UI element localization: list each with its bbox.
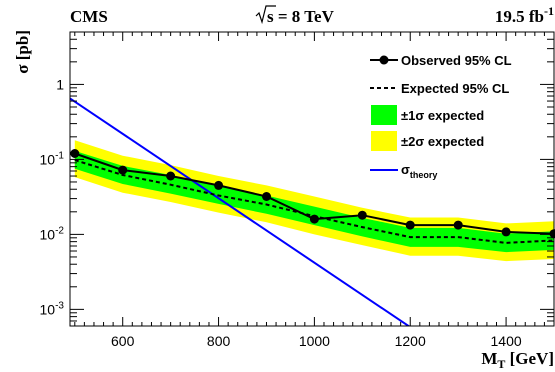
y-axis-label: σ [pb] bbox=[13, 30, 32, 74]
observed-point bbox=[501, 227, 511, 237]
x-tick-label: 1400 bbox=[491, 333, 522, 349]
observed-point bbox=[453, 220, 463, 230]
x-tick-label: 600 bbox=[111, 333, 135, 349]
observed-point bbox=[309, 214, 319, 224]
sqrt-symbol bbox=[255, 5, 276, 25]
legend: Observed 95% CL Expected 95% CL ±1σ expe… bbox=[370, 53, 512, 180]
y-tick-label: 10-2 bbox=[40, 225, 65, 242]
legend-1sigma-label: ±1σ expected bbox=[401, 108, 484, 123]
observed-point bbox=[262, 192, 271, 201]
legend-expected: Expected 95% CL bbox=[370, 81, 509, 96]
observed-point bbox=[166, 171, 176, 181]
axis-ticks: 600 800 1000 1200 1400 10-3 10-2 10-1 1 bbox=[40, 31, 555, 349]
x-tick-label: 800 bbox=[207, 333, 231, 349]
x-axis-label-main: M bbox=[481, 349, 497, 368]
luminosity-label: 19.5 fb bbox=[495, 7, 544, 26]
legend-observed-label: Observed 95% CL bbox=[401, 53, 512, 68]
observed-point bbox=[214, 180, 224, 190]
y-tick-label: 10-3 bbox=[40, 300, 65, 317]
x-axis-label: MT [GeV] bbox=[481, 349, 554, 371]
x-tick-label: 1200 bbox=[395, 333, 426, 349]
experiment-label: CMS bbox=[70, 7, 108, 26]
energy-header: s = 8 TeV bbox=[255, 5, 335, 26]
legend-1sigma: ±1σ expected bbox=[371, 105, 484, 125]
x-tick-label: 1000 bbox=[299, 333, 330, 349]
legend-1sigma-swatch bbox=[371, 105, 397, 125]
observed-point bbox=[357, 210, 367, 220]
legend-2sigma-swatch bbox=[371, 131, 397, 151]
plot-frame bbox=[69, 31, 555, 327]
luminosity-header: 19.5 fb-1 bbox=[495, 4, 554, 26]
legend-theory: σtheory bbox=[370, 162, 437, 180]
legend-theory-label: σtheory bbox=[401, 162, 437, 180]
band-layer bbox=[74, 140, 554, 262]
y-tick-label: 1 bbox=[56, 76, 64, 92]
x-axis-label-unit: [GeV] bbox=[505, 349, 554, 368]
y-tick-label: 10-1 bbox=[40, 150, 65, 167]
legend-2sigma-label: ±2σ expected bbox=[401, 134, 484, 149]
x-axis-label-sub: T bbox=[497, 357, 505, 371]
energy-label: s = 8 TeV bbox=[267, 7, 335, 26]
band-1sigma bbox=[74, 150, 554, 253]
legend-theory-symbol: σ bbox=[401, 162, 410, 177]
legend-observed-marker bbox=[379, 55, 389, 65]
legend-expected-label: Expected 95% CL bbox=[401, 81, 509, 96]
luminosity-exponent: -1 bbox=[544, 4, 554, 18]
theory-line bbox=[70, 97, 411, 326]
observed-point bbox=[70, 149, 80, 158]
legend-theory-sub: theory bbox=[410, 170, 438, 180]
observed-point bbox=[118, 165, 128, 175]
legend-observed: Observed 95% CL bbox=[370, 53, 512, 68]
legend-2sigma: ±2σ expected bbox=[371, 131, 484, 151]
observed-point bbox=[405, 220, 415, 230]
